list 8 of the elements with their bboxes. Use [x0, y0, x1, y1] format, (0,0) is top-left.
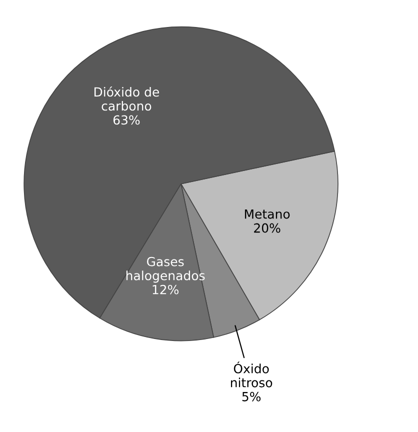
slice-label: Dióxido de carbono [94, 86, 159, 111]
slice-label: Gases halogenados [126, 256, 205, 283]
data-label: 20% [254, 223, 280, 233]
slice-label: Óxido nitroso [230, 362, 272, 388]
data-label: 5% [242, 392, 261, 402]
data-label: 12% [152, 284, 179, 294]
slice-label: Metano [244, 209, 290, 219]
data-label: 63% [113, 115, 140, 125]
